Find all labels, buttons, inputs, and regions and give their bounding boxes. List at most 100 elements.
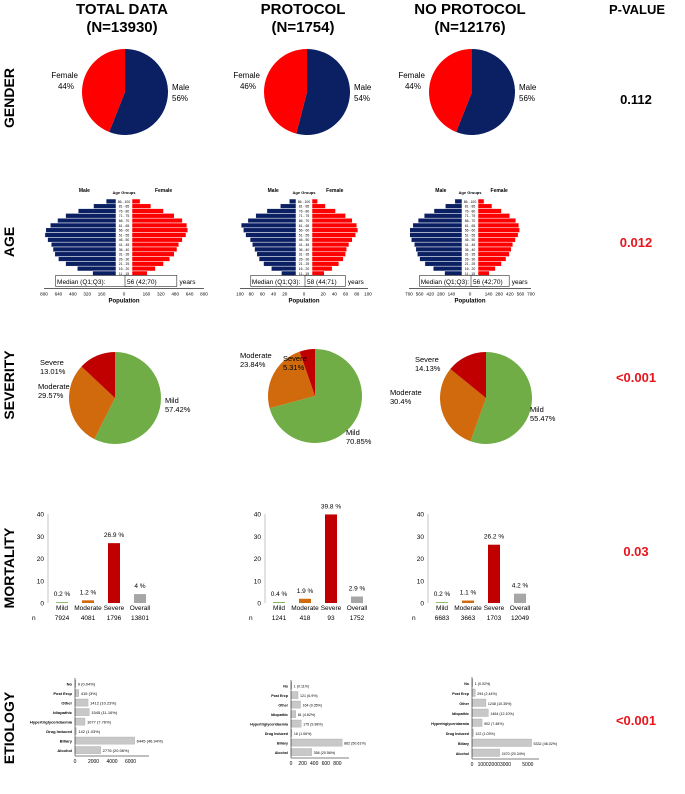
etiology-protocol-category-label: Post Ercp xyxy=(271,694,289,698)
age-noprotocol-female-title: Female xyxy=(491,188,508,194)
severity-total-value-moderate: 29.57% xyxy=(38,391,64,400)
etiology-protocol-xtick-label: 600 xyxy=(322,761,331,767)
mortality-total-value-label: 26.9 % xyxy=(104,532,124,539)
age-total-female-title: Female xyxy=(155,188,172,194)
etiology-noprotocol-value-label: 122 (1.03%) xyxy=(475,732,495,736)
mortality-protocol-bar xyxy=(273,602,285,603)
severity-total-label-moderate: Moderate xyxy=(38,382,70,391)
age-protocol-bar-female xyxy=(311,232,356,238)
mortality-noprotocol-xtick-label: Moderate xyxy=(454,605,482,612)
age-noprotocol-bar-female xyxy=(477,217,517,224)
etiology-protocol-category-label: No xyxy=(283,685,289,689)
etiology-noprotocol-value-label: 2470 (20.34%) xyxy=(502,752,526,756)
age-noprotocol-age-group-label: 21 - 25 xyxy=(465,262,476,266)
gender-noprotocol-value-male: 56% xyxy=(519,94,535,103)
mortality-protocol-n-value: 1241 xyxy=(272,615,287,622)
mortality-noprotocol: 0 10 20 30 40 0.2 % Mild 6683 1.1 % Moderate 3663 2… xyxy=(412,512,531,623)
age-protocol-xtick-label: 40 xyxy=(271,291,277,296)
etiology-protocol-xtick-label: 0 xyxy=(290,761,293,767)
etiology-protocol-value-label: 81 (4.62%) xyxy=(298,713,316,717)
age-protocol-bar-male xyxy=(258,256,297,262)
age-noprotocol-bar-female xyxy=(477,256,507,262)
etiology-protocol-bar xyxy=(290,748,312,756)
age-protocol-age-group-label: 56 - 60 xyxy=(299,229,310,233)
age-total-bar-female xyxy=(131,208,164,214)
age-total-xtick-label: 320 xyxy=(157,291,165,296)
age-noprotocol-xlabel: Population xyxy=(455,298,486,304)
severity-noprotocol-value-mild: 55.47% xyxy=(530,414,556,423)
age-noprotocol-xtick-label: 700 xyxy=(527,291,535,296)
severity-noprotocol-slice-mild xyxy=(470,352,532,444)
etiology-total-value-label: 142 (1.03%) xyxy=(78,729,100,734)
age-total-age-group-label: 41 - 45 xyxy=(119,243,130,247)
age-protocol-bar-male xyxy=(256,251,297,257)
age-total-age-group-label: 11 - 15 xyxy=(119,272,129,276)
etiology-total-value-label: 9 (0.04%) xyxy=(78,682,96,687)
mortality-protocol-xtick-label: Overall xyxy=(347,605,368,612)
mortality-noprotocol-ytick-label: 10 xyxy=(417,578,425,585)
gender-protocol-label-female: Female xyxy=(233,71,260,80)
mortality-total-ytick-label: 0 xyxy=(40,601,44,608)
age-protocol-xtick-label: 80 xyxy=(354,291,360,296)
age-total-bar-male xyxy=(65,213,117,219)
age-noprotocol-median-years: years xyxy=(512,279,529,286)
mortality-total-bar xyxy=(134,594,146,603)
age-noprotocol-bar-female xyxy=(477,208,502,214)
row-label-mortality: MORTALITY xyxy=(1,527,17,608)
age-noprotocol-bar-female xyxy=(477,270,490,277)
age-protocol-median-label: Median (Q1;Q3): xyxy=(252,279,301,286)
age-protocol-age-group-label: 61 - 65 xyxy=(299,224,310,228)
age-noprotocol-bar-female xyxy=(477,222,520,229)
gender-total-value-male: 56% xyxy=(172,94,188,103)
mortality-protocol-xtick-label: Moderate xyxy=(291,605,319,612)
age-noprotocol-bar-female xyxy=(477,261,502,267)
age-noprotocol-age-group-label: 61 - 65 xyxy=(465,224,476,228)
age-total-bar-male xyxy=(50,222,117,229)
severity-total-slice-moderate xyxy=(69,366,115,440)
gender-noprotocol-label-female: Female xyxy=(398,71,425,80)
etiology-total-xtick-label: 2000 xyxy=(88,759,99,765)
gender-noprotocol-slice-male xyxy=(456,49,515,135)
etiology-noprotocol-category-label: Biliary xyxy=(458,742,469,746)
age-protocol-bar-female xyxy=(311,246,347,253)
mortality-total-xtick-label: Overall xyxy=(130,605,151,612)
etiology-total-category-label: Post Ercp xyxy=(53,691,72,696)
mortality-total: 0 10 20 30 40 0.2 % Mild 7924 1.2 % Moderate 4081 2… xyxy=(32,512,151,623)
age-protocol-xtick-label: 60 xyxy=(260,291,266,296)
age-protocol-bar-female xyxy=(311,217,353,224)
etiology-total-category-label: Drug Induced xyxy=(46,729,72,734)
age-protocol-age-group-label: 16 - 20 xyxy=(299,267,310,271)
age-protocol-bar-female xyxy=(311,198,318,205)
age-total-bar-male xyxy=(77,265,117,272)
severity-protocol-value-moderate: 23.84% xyxy=(240,360,266,369)
etiology-protocol-bar xyxy=(290,738,343,747)
age-noprotocol-age-group-label: 41 - 45 xyxy=(465,243,476,247)
etiology-total-xtick-label: 0 xyxy=(74,759,77,765)
age-noprotocol-bar-male xyxy=(432,265,463,272)
age-total-bar-female xyxy=(131,251,175,257)
etiology-noprotocol-category-label: Drug Induced xyxy=(446,732,469,736)
age-protocol-age-group-label: 41 - 45 xyxy=(299,243,310,247)
age-protocol-age-group-label: 76 - 80 xyxy=(299,209,310,213)
header-protocol-title: PROTOCOL xyxy=(261,1,346,18)
severity-protocol-value-mild: 70.85% xyxy=(346,437,372,446)
mortality-total-n-value: 1796 xyxy=(107,615,122,622)
age-protocol-bar-female xyxy=(311,208,336,214)
etiology-total: No 9 (0.04%) Post Ercp 415 (3%) Other 1412 (1… xyxy=(30,678,164,765)
gender-noprotocol-value-female: 44% xyxy=(405,82,421,91)
etiology-total-bar xyxy=(74,698,89,707)
mortality-total-xtick-label: Moderate xyxy=(74,605,102,612)
age-total-xtick-label: 640 xyxy=(186,291,194,296)
age-noprotocol-xtick-label: 420 xyxy=(426,291,434,296)
etiology-protocol-xtick-label: 200 xyxy=(298,761,307,767)
age-total-bar-female xyxy=(131,256,171,262)
mortality-noprotocol-ytick-label: 40 xyxy=(417,512,425,519)
gender-total: Male 56% Female 44% xyxy=(51,49,190,135)
mortality-noprotocol-value-label: 26.2 % xyxy=(484,534,504,541)
age-protocol-bar-male xyxy=(243,227,297,233)
etiology-noprotocol-category-label: Hypertriglyceridaemia xyxy=(431,722,470,726)
age-total-median-value: 56 (42;70) xyxy=(127,279,157,286)
mortality-protocol-xtick-label: Severe xyxy=(321,605,342,612)
